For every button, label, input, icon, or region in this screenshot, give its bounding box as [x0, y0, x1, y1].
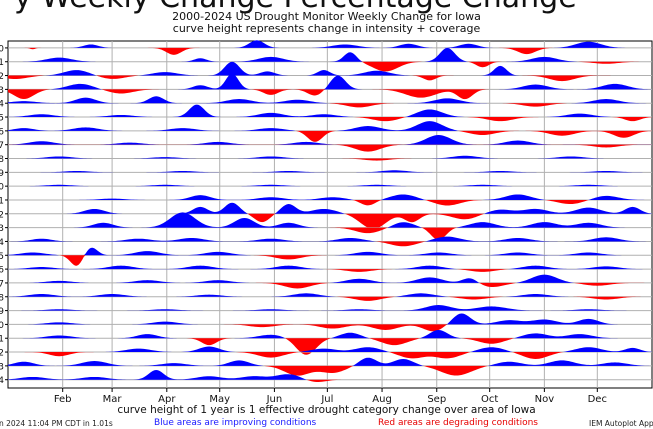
improving-area-2016	[8, 265, 652, 270]
x-tick-label: Jun	[266, 394, 283, 405]
y-tick-label: 5	[0, 114, 4, 124]
y-tick-label: 1	[0, 196, 4, 206]
improving-area-2022	[8, 346, 652, 353]
x-tick-label: Mar	[103, 394, 123, 405]
y-tick-label: 1	[0, 58, 4, 68]
degrading-area-2001	[8, 61, 652, 72]
degrading-area-2002	[8, 75, 652, 82]
x-tick-label: Sep	[427, 394, 446, 405]
y-tick-label: 5	[0, 252, 4, 262]
red-legend-note: Red areas are degrading conditions	[378, 418, 538, 428]
y-tick-label: 3	[0, 86, 4, 96]
improving-area-2011	[8, 194, 652, 200]
y-tick-label: 3	[0, 224, 4, 234]
improving-area-2007	[8, 135, 652, 145]
improving-area-2008	[8, 155, 652, 159]
improving-area-2013	[8, 212, 652, 228]
chart-subtitle: curve height represents change in intens…	[172, 22, 481, 35]
degrading-area-2023	[8, 365, 652, 376]
y-tick-label: 7	[0, 279, 4, 289]
y-tick-label: 0	[0, 44, 4, 54]
improving-area-2018	[8, 293, 652, 297]
y-tick-label: 8	[0, 293, 4, 303]
degrading-area-2013	[8, 227, 652, 241]
cropped-top-banner: y Weekly Change Percentage Change	[14, 0, 577, 15]
y-tick-label: 3	[0, 362, 4, 372]
degrading-area-2015	[8, 255, 652, 266]
improving-area-2012	[8, 202, 652, 214]
y-tick-label: 2	[0, 349, 4, 359]
chart-title: 2000-2024 US Drought Monitor Weekly Chan…	[172, 10, 481, 23]
y-tick-label: 6	[0, 266, 4, 276]
degrading-area-2004	[8, 103, 652, 108]
x-tick-label: Aug	[372, 394, 392, 405]
y-tick-label: 8	[0, 155, 4, 165]
x-tick-label: Feb	[54, 394, 72, 405]
degrading-area-2006	[8, 130, 652, 142]
y-tick-label: 4	[0, 376, 4, 386]
y-tick-label: 6	[0, 127, 4, 137]
app-credit: IEM Autoplot App #	[589, 419, 653, 428]
y-tick-label: 2	[0, 72, 4, 82]
y-tick-label: 0	[0, 321, 4, 331]
improving-area-2009	[8, 170, 652, 173]
x-tick-label: Jul	[320, 394, 333, 405]
x-tick-label: Oct	[481, 394, 498, 405]
x-tick-label: Dec	[588, 394, 607, 405]
improving-area-2010	[8, 184, 652, 187]
improving-area-2000	[8, 40, 652, 48]
plot-frame	[7, 40, 653, 389]
x-tick-label: May	[209, 394, 230, 405]
degrading-area-2003	[8, 89, 652, 100]
y-tick-label: 1	[0, 335, 4, 345]
degrading-area-2016	[8, 269, 652, 272]
improving-area-2002	[8, 61, 652, 76]
improving-area-2006	[8, 121, 652, 131]
improving-area-2020	[8, 313, 652, 325]
y-tick-label: 0	[0, 183, 4, 193]
improving-area-2023	[8, 357, 652, 366]
improving-area-2017	[8, 274, 652, 283]
improving-area-2005	[8, 104, 652, 118]
x-tick-label: Nov	[535, 394, 555, 405]
blue-legend-note: Blue areas are improving conditions	[154, 418, 317, 428]
degrading-area-2017	[8, 282, 652, 289]
y-tick-label: 9	[0, 169, 4, 179]
degrading-area-2014	[8, 241, 652, 247]
degrading-area-2011	[8, 199, 652, 206]
y-tick-label: 9	[0, 307, 4, 317]
degrading-area-2005	[8, 117, 652, 122]
improving-area-2014	[8, 236, 652, 242]
y-tick-label: 4	[0, 100, 4, 110]
degrading-area-2024	[8, 379, 652, 382]
degrading-area-2018	[8, 296, 652, 301]
y-tick-label: 2	[0, 210, 4, 220]
x-tick-label: Apr	[158, 394, 176, 405]
improving-area-2019	[8, 305, 652, 311]
improving-area-2004	[8, 96, 652, 104]
improving-area-2003	[8, 73, 652, 90]
degrading-area-2020	[8, 324, 652, 332]
degrading-area-2000	[8, 47, 652, 55]
improving-area-2015	[8, 247, 652, 256]
degrading-area-2022	[8, 352, 652, 359]
improving-area-2001	[8, 47, 652, 62]
x-axis-label: curve height of 1 year is 1 effective dr…	[117, 404, 536, 416]
improving-area-2021	[8, 329, 652, 339]
y-tick-label: 7	[0, 141, 4, 151]
y-tick-label: 4	[0, 238, 4, 248]
degrading-area-2021	[8, 338, 652, 355]
degrading-area-2007	[8, 144, 652, 152]
generated-timestamp: Jun 2024 11:04 PM CDT in 1.01s	[0, 419, 113, 428]
